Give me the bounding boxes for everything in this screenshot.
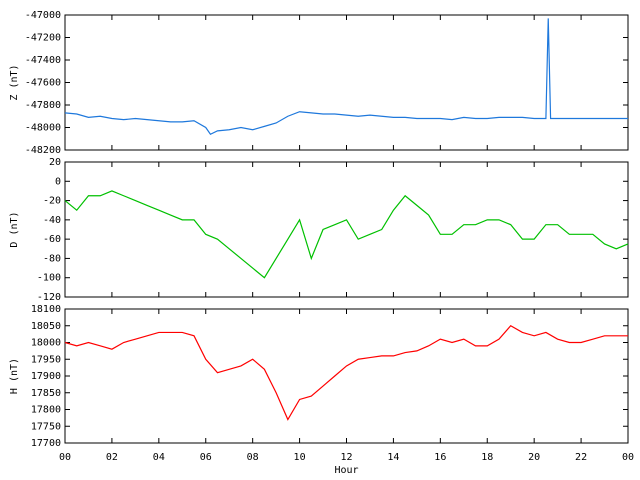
y-tick-label: 17700 bbox=[31, 438, 61, 449]
y-tick-label: -60 bbox=[43, 234, 61, 245]
x-tick-label: 00 bbox=[622, 452, 634, 463]
x-tick-label: 16 bbox=[434, 452, 446, 463]
y-tick-label: -40 bbox=[43, 215, 61, 226]
y-tick-label: -47600 bbox=[25, 78, 61, 89]
x-tick-label: 06 bbox=[200, 452, 212, 463]
y-tick-label: -47000 bbox=[25, 10, 61, 21]
y-tick-label: 18050 bbox=[31, 321, 61, 332]
y-tick-label: 17800 bbox=[31, 405, 61, 416]
y-tick-label: -47800 bbox=[25, 100, 61, 111]
y-tick-label: 17750 bbox=[31, 421, 61, 432]
y-tick-label: -47400 bbox=[25, 55, 61, 66]
x-tick-label: 12 bbox=[340, 452, 352, 463]
y-tick-label: -120 bbox=[37, 292, 61, 303]
x-tick-label: 00 bbox=[59, 452, 71, 463]
x-tick-label: 22 bbox=[575, 452, 587, 463]
y-tick-label: -80 bbox=[43, 253, 61, 264]
y-tick-label: -48200 bbox=[25, 145, 61, 156]
x-tick-label: 04 bbox=[153, 452, 165, 463]
x-axis-label: Hour bbox=[334, 465, 358, 476]
x-tick-label: 18 bbox=[481, 452, 493, 463]
y-tick-label: 17850 bbox=[31, 388, 61, 399]
plot-frame bbox=[64, 14, 629, 151]
y-tick-label: 17950 bbox=[31, 354, 61, 365]
y-tick-label: -100 bbox=[37, 273, 61, 284]
data-line bbox=[64, 324, 628, 421]
x-tick-label: 10 bbox=[294, 452, 306, 463]
data-line bbox=[64, 18, 628, 136]
y-tick-label: 0 bbox=[55, 176, 61, 187]
y-tick-label: -20 bbox=[43, 196, 61, 207]
plot-frame bbox=[64, 161, 629, 298]
y-tick-label: 20 bbox=[49, 157, 61, 168]
y-tick-label: -48000 bbox=[25, 123, 61, 134]
data-line bbox=[64, 190, 629, 279]
x-tick-label: 02 bbox=[106, 452, 118, 463]
plot-frame bbox=[64, 308, 629, 444]
x-tick-label: 20 bbox=[528, 452, 540, 463]
y-axis-label: D (nT) bbox=[9, 211, 20, 247]
y-axis-label: Z (nT) bbox=[9, 64, 20, 100]
y-tick-label: 18100 bbox=[31, 304, 61, 315]
y-tick-label: 18000 bbox=[31, 338, 61, 349]
x-tick-label: 08 bbox=[247, 452, 259, 463]
y-tick-label: -47200 bbox=[25, 33, 61, 44]
y-axis-label: H (nT) bbox=[9, 358, 20, 394]
y-tick-label: 17900 bbox=[31, 371, 61, 382]
x-tick-label: 14 bbox=[387, 452, 399, 463]
